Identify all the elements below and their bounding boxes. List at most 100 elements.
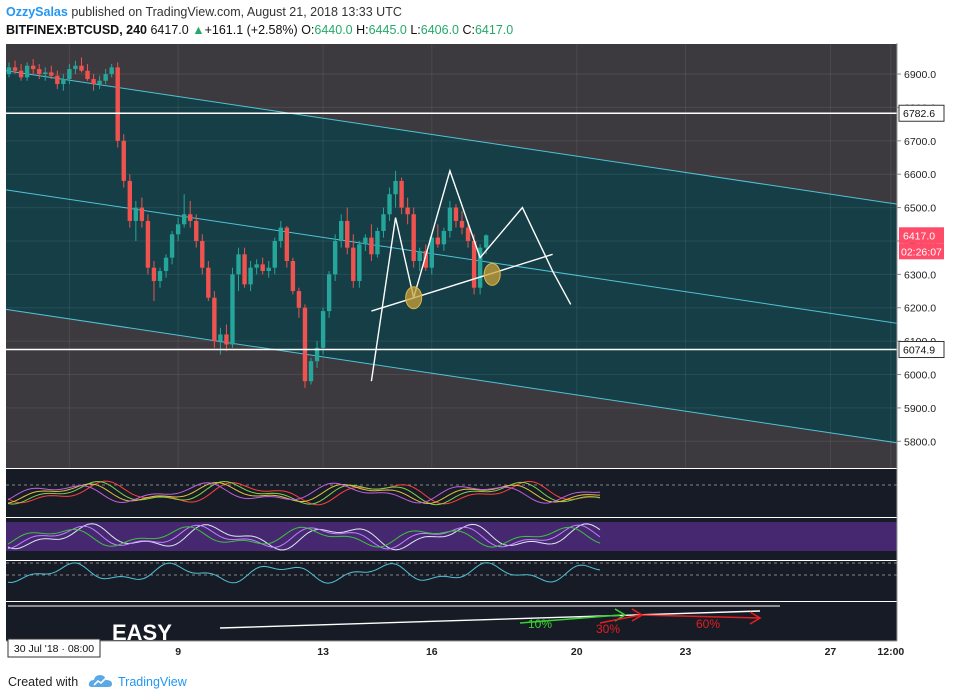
candle[interactable] (61, 74, 66, 91)
candle[interactable] (465, 220, 471, 248)
candle[interactable] (85, 64, 90, 81)
candle[interactable] (224, 324, 229, 352)
candle[interactable] (37, 64, 42, 80)
candle[interactable] (332, 234, 338, 282)
oscillator-pane-4[interactable] (6, 602, 897, 641)
candle[interactable] (212, 291, 217, 348)
candle[interactable] (417, 247, 422, 272)
candle[interactable] (109, 64, 114, 78)
candle[interactable] (181, 194, 187, 228)
candle[interactable] (351, 234, 356, 288)
candle[interactable] (308, 357, 314, 385)
candle-body (441, 230, 447, 245)
channel-upper-line[interactable] (5, 70, 898, 205)
candle[interactable] (127, 174, 132, 228)
candle[interactable] (447, 200, 453, 238)
candle[interactable] (242, 247, 247, 288)
candle[interactable] (18, 64, 24, 81)
time-axis[interactable] (0, 641, 961, 663)
candle[interactable] (284, 225, 290, 268)
candle[interactable] (206, 261, 211, 302)
candle[interactable] (73, 60, 78, 75)
candle[interactable] (399, 177, 404, 215)
candle[interactable] (302, 304, 308, 388)
candle[interactable] (67, 64, 72, 85)
candle[interactable] (55, 70, 60, 90)
candle[interactable] (363, 234, 368, 251)
candle[interactable] (441, 227, 447, 251)
pattern-zigzag[interactable] (370, 168, 572, 382)
candle-body (145, 220, 151, 268)
candle[interactable] (393, 170, 398, 208)
oscillator-pane-1[interactable] (6, 469, 897, 517)
candle-body (6, 67, 12, 75)
candle[interactable] (157, 267, 163, 288)
chart-canvas[interactable]: 0.0000100.00000.00000.00000.0000EASY10%3… (0, 43, 961, 663)
candle-body (91, 79, 96, 85)
channel-mid-line[interactable] (5, 189, 898, 324)
candle-body (423, 250, 428, 268)
author-link[interactable]: OzzySalas (6, 5, 68, 19)
channel-lower-line[interactable] (5, 308, 898, 444)
candle[interactable] (477, 244, 483, 295)
candle-body (139, 207, 145, 221)
candle[interactable] (139, 197, 145, 228)
oscillator-pane-3[interactable] (6, 561, 897, 601)
candle[interactable] (314, 341, 320, 368)
candle[interactable] (49, 65, 54, 80)
candle[interactable] (200, 234, 205, 275)
candle[interactable] (163, 254, 169, 278)
candle[interactable] (405, 197, 410, 225)
candle[interactable] (133, 200, 139, 241)
candle[interactable] (290, 257, 296, 295)
candle[interactable] (115, 62, 120, 148)
highlight-circle[interactable] (405, 286, 423, 310)
candle[interactable] (411, 207, 416, 268)
candle[interactable] (435, 224, 441, 248)
candle[interactable] (459, 210, 465, 235)
tradingview-link[interactable]: TradingView (118, 675, 187, 689)
candle[interactable] (12, 60, 18, 75)
candle[interactable] (169, 230, 175, 265)
candle[interactable] (236, 247, 241, 292)
candle[interactable] (326, 271, 332, 318)
candle[interactable] (188, 200, 193, 228)
candle[interactable] (278, 220, 283, 248)
candle[interactable] (30, 59, 36, 75)
candle[interactable] (79, 57, 84, 73)
candle[interactable] (103, 69, 108, 85)
candle[interactable] (6, 62, 12, 78)
candle[interactable] (24, 62, 30, 81)
candle[interactable] (151, 261, 157, 302)
candle[interactable] (387, 187, 392, 221)
candle[interactable] (339, 214, 344, 248)
candle[interactable] (145, 214, 151, 275)
candle[interactable] (381, 207, 386, 238)
candle[interactable] (97, 75, 102, 90)
candle[interactable] (230, 267, 235, 348)
candle-body (43, 72, 48, 75)
candle[interactable] (357, 240, 362, 288)
neckline[interactable] (371, 253, 553, 312)
candle[interactable] (175, 217, 181, 241)
candle[interactable] (272, 237, 277, 275)
candle-body (254, 264, 259, 268)
candle[interactable] (248, 261, 253, 292)
candle[interactable] (43, 67, 48, 81)
candle[interactable] (471, 234, 477, 295)
candle[interactable] (91, 74, 96, 91)
candle[interactable] (375, 227, 380, 258)
candle[interactable] (429, 234, 434, 275)
candle[interactable] (453, 204, 459, 228)
candle[interactable] (194, 214, 199, 248)
candle-body (12, 67, 18, 71)
candle[interactable] (254, 259, 259, 275)
highlight-circle[interactable] (483, 262, 501, 286)
candle[interactable] (121, 134, 126, 188)
candle[interactable] (345, 207, 350, 255)
candle[interactable] (266, 261, 271, 278)
candle[interactable] (369, 224, 374, 262)
candle[interactable] (296, 287, 302, 318)
candle[interactable] (320, 307, 326, 355)
candle[interactable] (260, 257, 265, 275)
